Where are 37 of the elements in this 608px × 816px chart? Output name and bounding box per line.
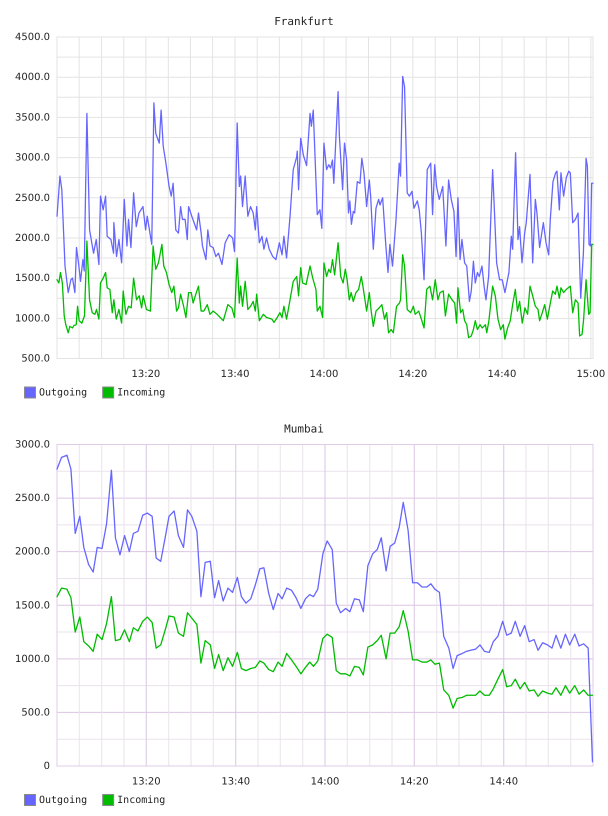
x-tick-label: 13:40 — [221, 776, 250, 787]
x-tick-label: 14:00 — [310, 368, 338, 380]
x-tick-label: 14:20 — [398, 368, 428, 380]
y-tick-label: 1500.0 — [15, 272, 50, 284]
legend-label: Outgoing — [39, 794, 88, 806]
y-tick-label: 2500.0 — [15, 192, 50, 204]
x-tick-label: 14:40 — [488, 368, 516, 380]
legend-label: Incoming — [117, 794, 166, 806]
y-tick-label: 4500.0 — [15, 32, 50, 42]
line-series — [56, 454, 594, 762]
legend-label: Incoming — [117, 387, 166, 398]
x-tick-label: 13:40 — [220, 368, 250, 380]
y-tick-label: 3500.0 — [15, 112, 50, 123]
y-tick-label: 4000.0 — [15, 72, 50, 83]
y-tick-label: 2000.0 — [15, 546, 50, 558]
chart-title: Mumbai — [284, 422, 324, 435]
legend-label: Outgoing — [39, 387, 88, 398]
y-tick-label: 3000.0 — [15, 152, 50, 164]
x-tick-label: 14:00 — [310, 776, 340, 787]
y-tick-label: 3000.0 — [15, 439, 50, 450]
x-tick-label: 14:20 — [400, 776, 429, 787]
line-series — [56, 587, 594, 709]
y-tick-label: 1000.0 — [15, 653, 50, 664]
line-series — [56, 76, 594, 302]
y-tick-label: 1000.0 — [15, 312, 50, 324]
x-tick-label: 14:40 — [489, 776, 518, 787]
chart-title: Frankfurt — [274, 14, 334, 28]
x-tick-label: 13:20 — [131, 368, 160, 380]
y-tick-label: 500.0 — [21, 353, 50, 364]
x-tick-label: 13:20 — [132, 776, 161, 787]
y-tick-label: 1500.0 — [15, 600, 50, 611]
line-series — [56, 240, 594, 340]
y-tick-label: 0 — [44, 760, 50, 772]
y-tick-label: 2000.0 — [15, 232, 50, 244]
y-tick-label: 500.0 — [21, 706, 50, 718]
x-tick-label: 15:00 — [576, 368, 606, 380]
y-tick-label: 2500.0 — [15, 492, 50, 504]
